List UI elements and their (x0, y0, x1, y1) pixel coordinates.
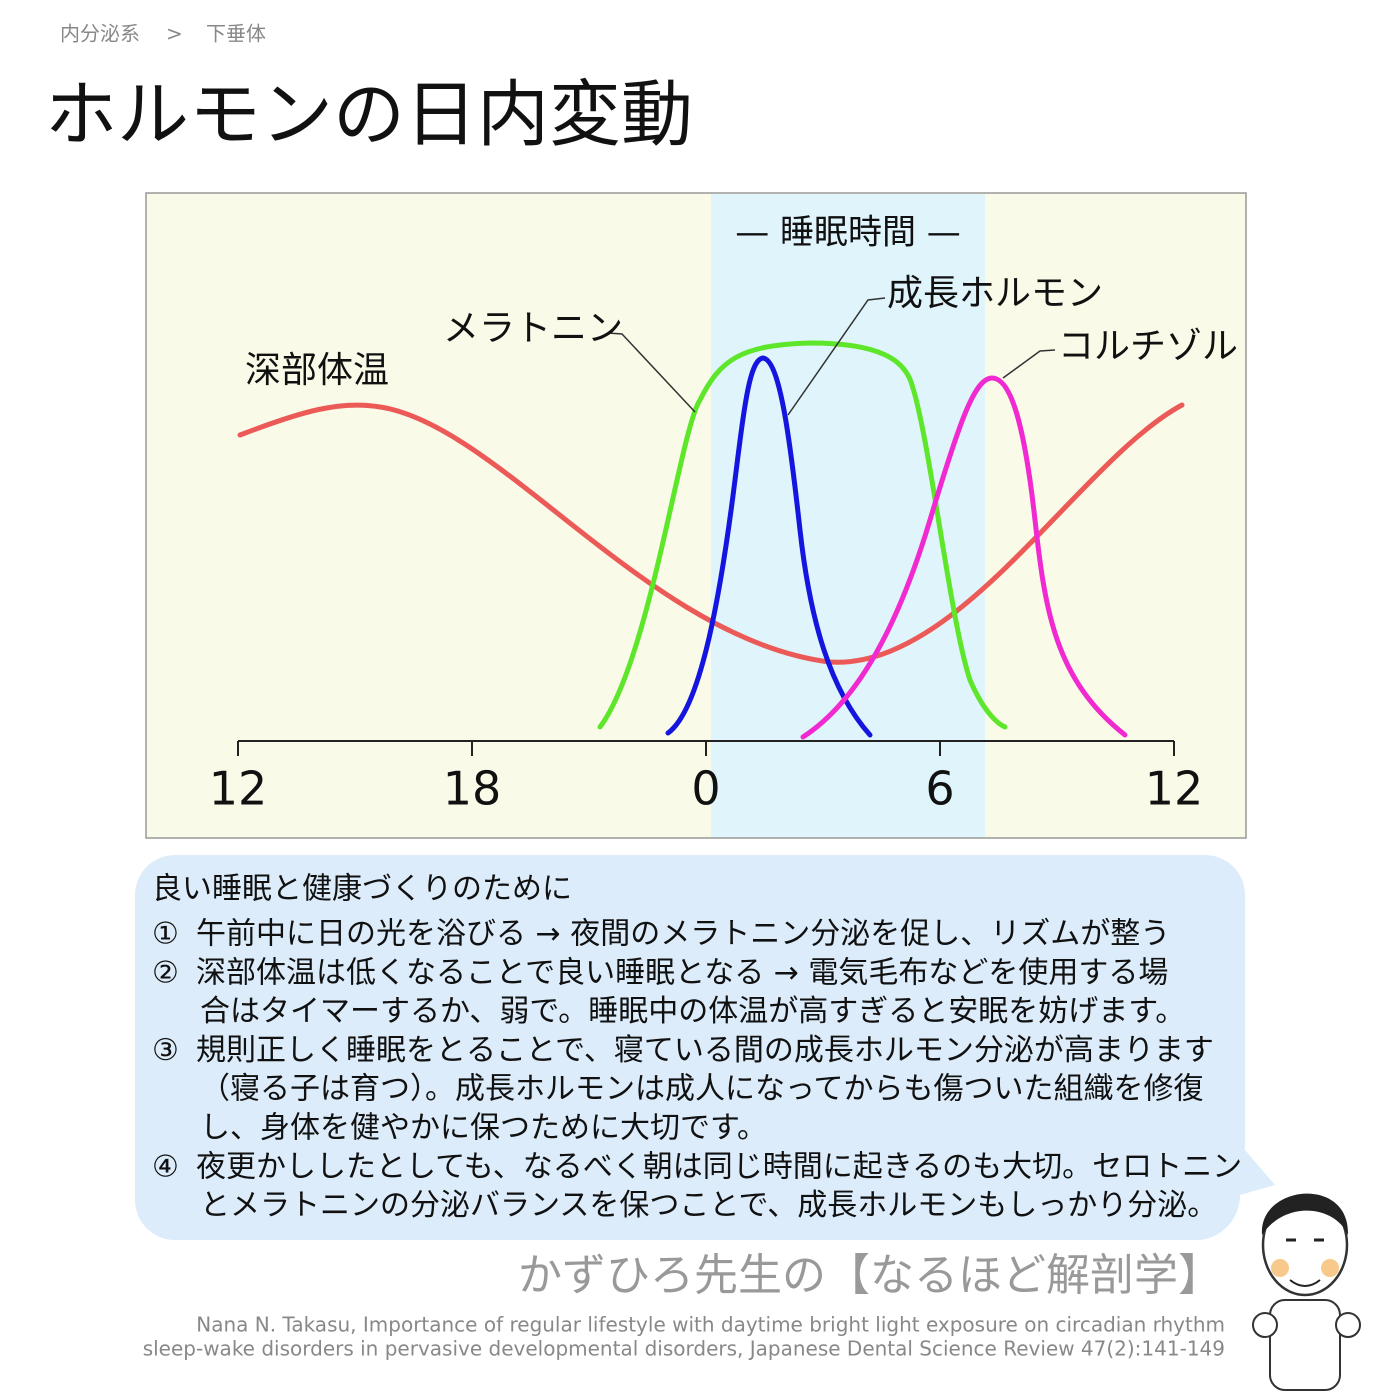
note-bubble (135, 855, 1275, 1240)
note-heading: 良い睡眠と健康づくりのために (152, 872, 572, 907)
brand: かずひろ先生の【なるほど解剖学】 (518, 1250, 1222, 1301)
item-line: し、身体を健やかに保つために大切です。 (200, 1111, 767, 1146)
item-number: ④ (152, 1149, 179, 1184)
chart-frame (145, 192, 1247, 839)
leader-line (1002, 349, 1056, 379)
band-label: — 睡眠時間 — (735, 213, 961, 253)
curve-label: コルチゾル (1058, 326, 1238, 367)
item-line: 深部体温は低くなることで良い睡眠となる → 電気毛布などを使用する場 (196, 955, 1168, 990)
item-line: とメラトニンの分泌バランスを保つことで、成長ホルモンもしっかり分泌。 (200, 1188, 1217, 1223)
item-number: ① (152, 917, 179, 952)
page-title: ホルモンの日内変動 (45, 73, 693, 157)
breadcrumb: 内分泌系 > 下垂体 (60, 22, 266, 46)
leader-line (787, 297, 886, 416)
x-tick-label: 18 (443, 762, 502, 816)
item-number: ③ (152, 1033, 179, 1068)
growth-hormone-curve (665, 355, 873, 738)
breadcrumb-item: > (166, 22, 183, 46)
x-axis-labels: 12 18 0 6 12 (209, 741, 1204, 816)
item-line: 合はタイマーするか、弱で。睡眠中の体温が高すぎると安眠を妨げます。 (200, 994, 1185, 1029)
curve-label: メラトニン (443, 308, 623, 349)
melatonin-curve (597, 340, 1008, 730)
note-items: ① 午前中に日の光を浴びる → 夜間のメラトニン分泌を促し、リズムが整う ② 深部体温… (152, 917, 1242, 1224)
breadcrumb-item: 内分泌系 (60, 22, 140, 46)
curve-label: 深部体温 (245, 350, 389, 391)
x-tick-label: 12 (209, 762, 268, 816)
x-tick-label: 12 (1145, 762, 1204, 816)
item-number: ② (152, 955, 179, 990)
curve-label: 成長ホルモン (887, 273, 1103, 314)
x-tick-label: 0 (691, 762, 720, 816)
citation: Nana N. Takasu, Importance of regular li… (143, 1313, 1225, 1361)
citation-line: Nana N. Takasu, Importance of regular li… (196, 1313, 1225, 1337)
item-line: （寝る子は育つ）。成長ホルモンは成人になってからも傷ついた組織を修復 (200, 1072, 1204, 1107)
item-line: 規則正しく睡眠をとることで、寝ている間の成長ホルモン分泌が高まります (196, 1033, 1214, 1068)
citation-line: sleep-wake disorders in pervasive develo… (143, 1337, 1225, 1361)
leader-line (607, 332, 696, 413)
cortisol-curve (800, 375, 1128, 740)
x-tick-label: 6 (925, 762, 954, 816)
mascot (1252, 1193, 1361, 1391)
breadcrumb-item: 下垂体 (206, 22, 266, 46)
temperature-curve (237, 402, 1185, 665)
item-line: 夜更かししたとしても、なるべく朝は同じ時間に起きるのも大切。セロトニン (196, 1149, 1242, 1184)
item-line: 午前中に日の光を浴びる → 夜間のメラトニン分泌を促し、リズムが整う (196, 917, 1170, 952)
